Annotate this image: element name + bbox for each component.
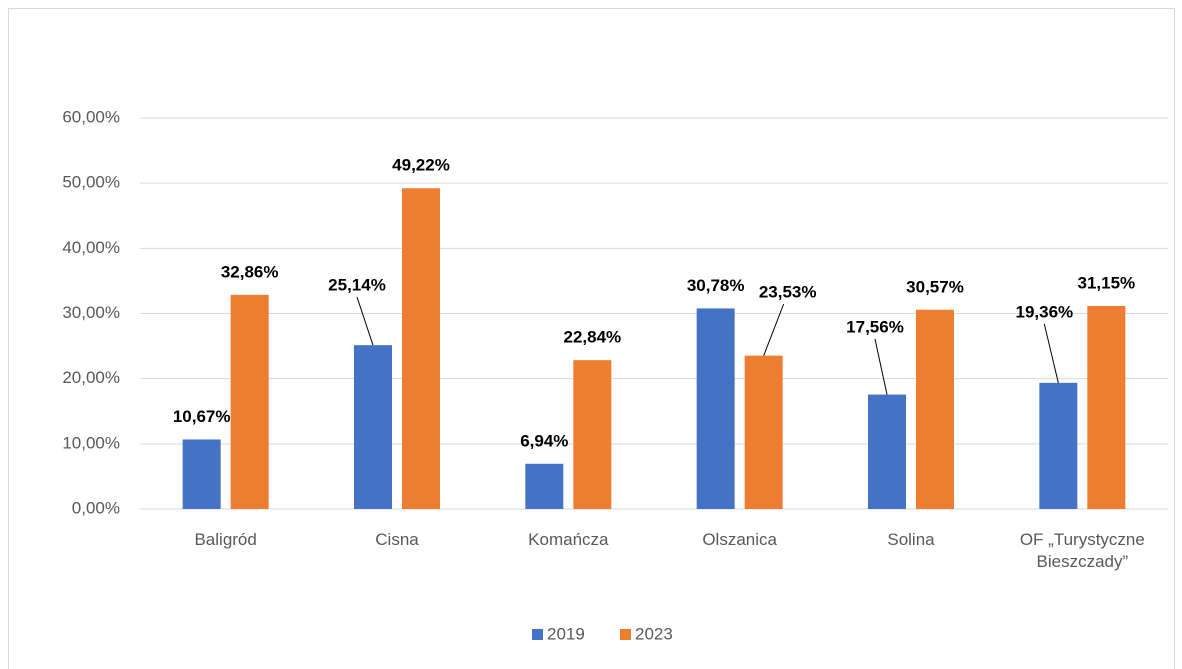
bar — [182, 439, 221, 509]
x-tick-label: Solina — [887, 530, 935, 549]
x-tick-label: Baligród — [194, 530, 257, 549]
bar — [744, 355, 783, 509]
x-tick-label: OF „Turystyczne Bieszczady” — [1019, 530, 1145, 571]
value-label: 25,14% — [328, 275, 386, 294]
bar — [696, 308, 735, 509]
bar — [402, 188, 440, 509]
y-tick-label: 0,00% — [72, 498, 120, 517]
leader-line — [763, 303, 785, 356]
bar — [230, 294, 269, 509]
legend-label: 2023 — [635, 624, 673, 643]
legend-swatch — [620, 629, 631, 640]
value-label: 6,94% — [520, 431, 568, 450]
y-tick-label: 30,00% — [62, 303, 120, 322]
leader-line — [356, 296, 374, 346]
value-label: 22,84% — [563, 328, 621, 347]
value-label: 23,53% — [759, 282, 817, 301]
legend-swatch — [532, 629, 543, 640]
value-label: 30,57% — [906, 277, 964, 296]
value-label: 32,86% — [221, 262, 279, 281]
legend-label: 2019 — [547, 624, 585, 643]
x-tick-label: Komańcza — [528, 530, 609, 549]
y-tick-label: 50,00% — [62, 173, 120, 192]
y-tick-label: 60,00% — [62, 107, 120, 126]
y-tick-label: 20,00% — [62, 368, 120, 387]
value-label: 10,67% — [173, 407, 231, 426]
bar — [573, 360, 612, 509]
x-tick-label: Cisna — [375, 530, 419, 549]
value-label: 49,22% — [392, 156, 450, 175]
value-label: 31,15% — [1077, 273, 1135, 292]
x-tick-label: Olszanica — [702, 530, 777, 549]
bar — [354, 345, 392, 509]
y-tick-label: 40,00% — [62, 238, 120, 257]
value-label: 30,78% — [687, 276, 745, 295]
value-label: 17,56% — [846, 317, 904, 336]
bar — [916, 309, 954, 509]
bar — [525, 463, 564, 509]
y-tick-label: 10,00% — [62, 433, 120, 452]
bar — [868, 394, 906, 509]
chart-border — [8, 8, 1175, 669]
leader-line — [1043, 323, 1059, 383]
bar — [1039, 382, 1078, 509]
value-label: 19,36% — [1015, 302, 1073, 321]
leader-line — [874, 338, 888, 395]
bar — [1087, 306, 1126, 509]
